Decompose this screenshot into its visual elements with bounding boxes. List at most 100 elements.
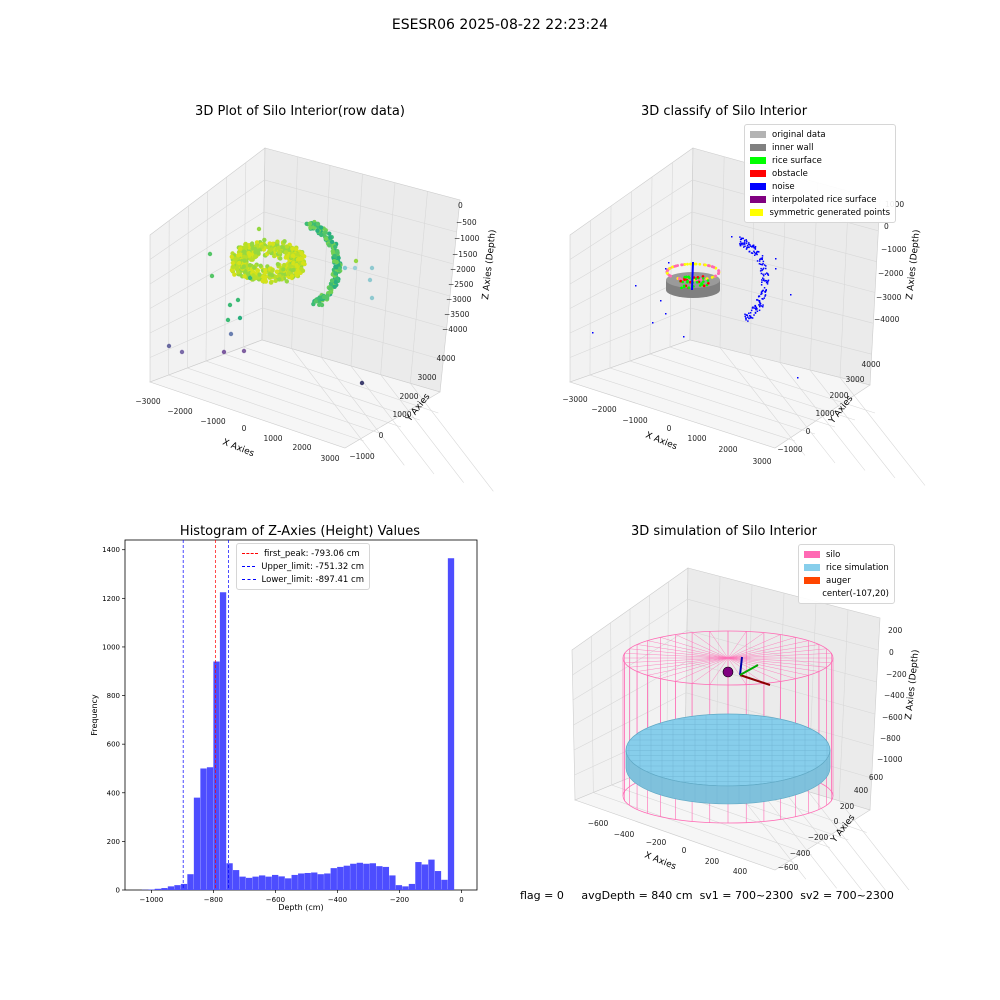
hist-bar [408,883,416,890]
noise-point [753,307,755,309]
panel2-title: 3D classify of Silo Interior [640,104,808,119]
noise-point [775,268,777,270]
noise-point [752,306,754,308]
noise-point [762,268,764,271]
hist-bar [200,768,207,890]
p1-xtick: −3000 [135,397,161,406]
noise-point [749,243,751,246]
classified-point [705,283,709,287]
noise-point [739,241,742,243]
noise-point [761,297,763,300]
symmetric-point [668,273,671,277]
raw-point [299,250,304,256]
raw-point [333,279,338,285]
raw-point [327,231,332,236]
raw-point [230,260,236,266]
symmetric-point [717,271,721,275]
p4-ytick: −600 [778,863,799,872]
noise-point [756,299,758,301]
noise-point [767,280,769,283]
raw-point [266,245,271,250]
raw-point [274,269,280,274]
swatch-inner-wall [750,144,766,151]
hist-bar [219,592,227,890]
raw-point [243,242,248,247]
noise-point [762,267,765,270]
p1-xtick: 3000 [320,454,339,463]
p4-xtick: −200 [646,838,667,847]
hist-ytick-label: 800 [107,692,120,700]
noise-point [762,262,764,265]
hist-bar [245,877,253,890]
raw-point [262,237,267,243]
raw-point [294,262,299,268]
symmetric-point [698,262,702,266]
panel1-panes [149,147,461,449]
noise-point [748,317,750,320]
noise-point [756,250,759,253]
histogram-frame [124,539,478,891]
noise-point [755,308,757,311]
raw-point [277,273,282,279]
symmetric-point [686,262,689,266]
raw-point [270,241,276,247]
hist-bar [343,865,350,890]
symmetric-point [699,278,703,281]
noise-point [755,307,758,309]
p1-xtick: −2000 [167,407,193,416]
raw-point [246,250,252,256]
hist-bar [239,876,246,890]
hist-bar [421,864,429,890]
raw-point [242,249,247,254]
classified-point [694,277,698,280]
noise-point [761,290,764,292]
noise-point [731,236,733,238]
noise-point [755,252,758,255]
raw-point [263,267,268,273]
raw-point [335,250,340,256]
noise-point [764,273,766,275]
p4-xlabel: X Axies [643,851,678,873]
noise-point [764,295,766,297]
raw-point [319,302,325,308]
histogram-xticks: −1000 −800 −600 −400 −200 0 [140,890,464,904]
p4-ztick: −600 [882,713,903,722]
p1-ztick: −2000 [450,265,476,274]
noise-point [761,279,763,281]
raw-point [260,278,265,284]
swatch-rice-surface [750,157,766,164]
raw-point [268,280,274,285]
panel2-3d-axes: −3000 −2000 −1000 0 1000 2000 3000 −1000… [562,147,926,486]
noise-point [751,317,754,319]
noise-point [761,255,764,257]
raw-point [313,299,319,304]
symmetric-point [706,264,710,267]
noise-point [753,314,755,316]
raw-point [229,254,235,259]
noise-point [742,242,744,244]
noise-point [757,250,760,253]
hist-bar [278,876,285,890]
rice-side [625,749,831,805]
noise-point [745,239,747,241]
raw-point [336,255,341,261]
p1-ztick: −3000 [446,295,472,304]
noise-point [746,246,748,249]
panel2-legend: original data inner wall rice surface ob… [744,124,896,223]
raw-point [269,273,275,278]
noise-point [753,247,755,249]
noise-point [756,299,759,301]
noise-point [762,273,764,276]
noise-point [740,237,743,240]
noise-point [756,310,759,313]
symmetric-point [668,267,672,270]
hist-bar [291,874,298,890]
hist-ytick-label: 200 [107,838,120,846]
symmetric-point [673,264,676,268]
hist-bar [187,874,194,890]
noise-point [764,267,767,270]
legend-item: Upper_limit: -751.32 cm [242,560,364,573]
sv1-text: sv1 = 700~2300 [699,889,794,902]
noise-point [683,336,685,338]
legend-item: rice simulation [804,561,889,574]
